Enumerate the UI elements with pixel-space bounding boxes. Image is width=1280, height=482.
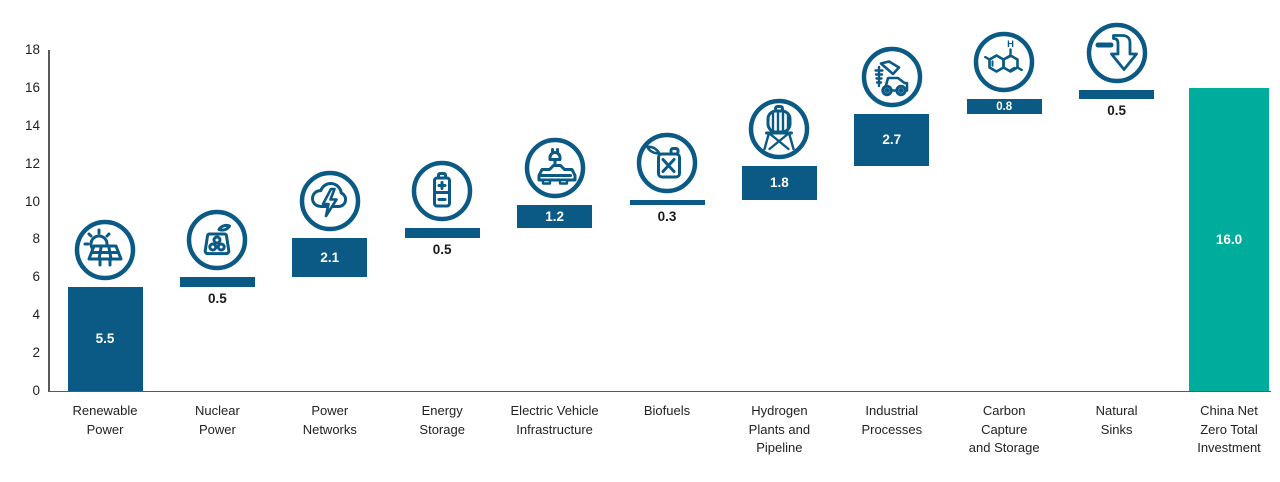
bar-electric-vehicle-infrastructure	[517, 205, 593, 229]
category-label-carbon-capture-and-storage: Carbon Capture and Storage	[945, 402, 1063, 458]
battery-icon	[410, 159, 474, 223]
x-axis-line	[48, 390, 1271, 392]
category-label-line: Networks	[302, 421, 357, 437]
category-label-line: Pipeline	[756, 440, 803, 455]
value-label: 2.1	[320, 249, 340, 265]
category-label-line: Hydrogen	[751, 403, 808, 418]
category-label-line: Plants and	[748, 421, 811, 437]
fuel-can-icon	[635, 131, 699, 195]
y-tick-label: 8	[32, 231, 40, 247]
ev-charging-plug-icon	[523, 136, 587, 200]
y-axis-line	[48, 50, 50, 391]
category-label-energy-storage: Energy Storage	[383, 402, 501, 439]
molecule-icon: H	[972, 30, 1036, 94]
category-label-line: Power	[86, 421, 124, 437]
category-label-electric-vehicle-infrastructure: Electric Vehicle Infrastructure	[496, 402, 614, 439]
category-label-biofuels: Biofuels	[608, 402, 726, 421]
y-tick-label: 2	[32, 345, 40, 361]
category-label-nuclear-power: Nuclear Power	[158, 402, 276, 439]
storm-cloud-lightning-icon	[298, 169, 362, 233]
value-label: 0.5	[208, 290, 227, 306]
bar-power-networks	[292, 237, 368, 278]
value-label: 0.8	[996, 100, 1013, 113]
category-label-renewable-power: Renewable Power	[46, 402, 164, 439]
value-label: 1.2	[545, 209, 564, 225]
category-label-line: Power	[198, 421, 236, 437]
category-label-line: Capture	[981, 421, 1028, 437]
y-tick-label: 4	[32, 307, 40, 323]
value-label: 0.3	[657, 209, 677, 225]
category-label-china-net-zero-total-investment: China Net Zero Total Investment	[1170, 402, 1280, 458]
value-label: 16.0	[1215, 231, 1243, 247]
category-label-line: Carbon	[982, 403, 1026, 418]
value-label: 1.8	[770, 175, 789, 191]
solar-panel-icon	[73, 218, 137, 282]
y-tick-label: 6	[32, 269, 40, 285]
bar-industrial-processes	[854, 114, 930, 166]
nuclear-plant-icon	[185, 208, 249, 272]
value-label: 2.7	[882, 132, 902, 148]
y-tick-label: 12	[24, 155, 40, 171]
category-label-line: Biofuels	[643, 403, 691, 418]
category-label-line: Industrial	[865, 403, 919, 418]
bar-nuclear-power	[179, 277, 255, 287]
category-label-line: Infrastructure	[516, 421, 593, 437]
category-label-line: Processes	[861, 421, 923, 437]
category-label-line: and Storage	[968, 440, 1040, 455]
y-tick-label: 0	[32, 383, 40, 398]
sequestration-arrow-icon	[1085, 21, 1149, 85]
drilling-rig-icon	[860, 45, 924, 109]
category-label-line: Sinks	[1100, 421, 1133, 437]
category-label-power-networks: Power Networks	[271, 402, 389, 439]
bar-biofuels	[629, 199, 705, 206]
y-tick-label: 16	[24, 79, 40, 95]
category-label-industrial-processes: Industrial Processes	[833, 402, 951, 439]
y-tick-label: 10	[24, 193, 40, 209]
category-label-hydrogen-plants-and-pipeline: Hydrogen Plants and Pipeline	[720, 402, 838, 458]
water-tower-icon	[747, 97, 811, 161]
svg-text:H: H	[1007, 39, 1014, 50]
bar-hydrogen-plants-and-pipeline	[741, 165, 817, 200]
category-label-line: Storage	[419, 421, 465, 437]
y-tick-label: 14	[24, 117, 40, 133]
category-label-line: Renewable	[72, 403, 138, 418]
bar-china-net-zero-total-investment	[1189, 87, 1269, 391]
value-label: 0.5	[432, 241, 452, 257]
category-label-line: Nuclear	[194, 403, 240, 418]
value-label: 5.5	[95, 331, 115, 347]
bar-renewable-power	[67, 286, 143, 391]
category-label-line: Electric Vehicle	[510, 403, 599, 418]
y-tick-label: 18	[24, 42, 40, 57]
category-label-line: China Net	[1200, 403, 1258, 418]
category-label-line: Power	[311, 403, 349, 418]
category-label-line: Natural	[1095, 403, 1138, 418]
category-label-natural-sinks: Natural Sinks	[1058, 402, 1176, 439]
bar-natural-sinks	[1079, 89, 1155, 100]
category-label-line: Zero Total	[1200, 421, 1258, 437]
value-label: 0.5	[1107, 103, 1126, 119]
category-label-line: Energy	[421, 403, 463, 418]
category-label-line: Investment	[1197, 440, 1261, 455]
bar-energy-storage	[404, 228, 480, 238]
bar-carbon-capture-and-storage	[966, 99, 1042, 115]
